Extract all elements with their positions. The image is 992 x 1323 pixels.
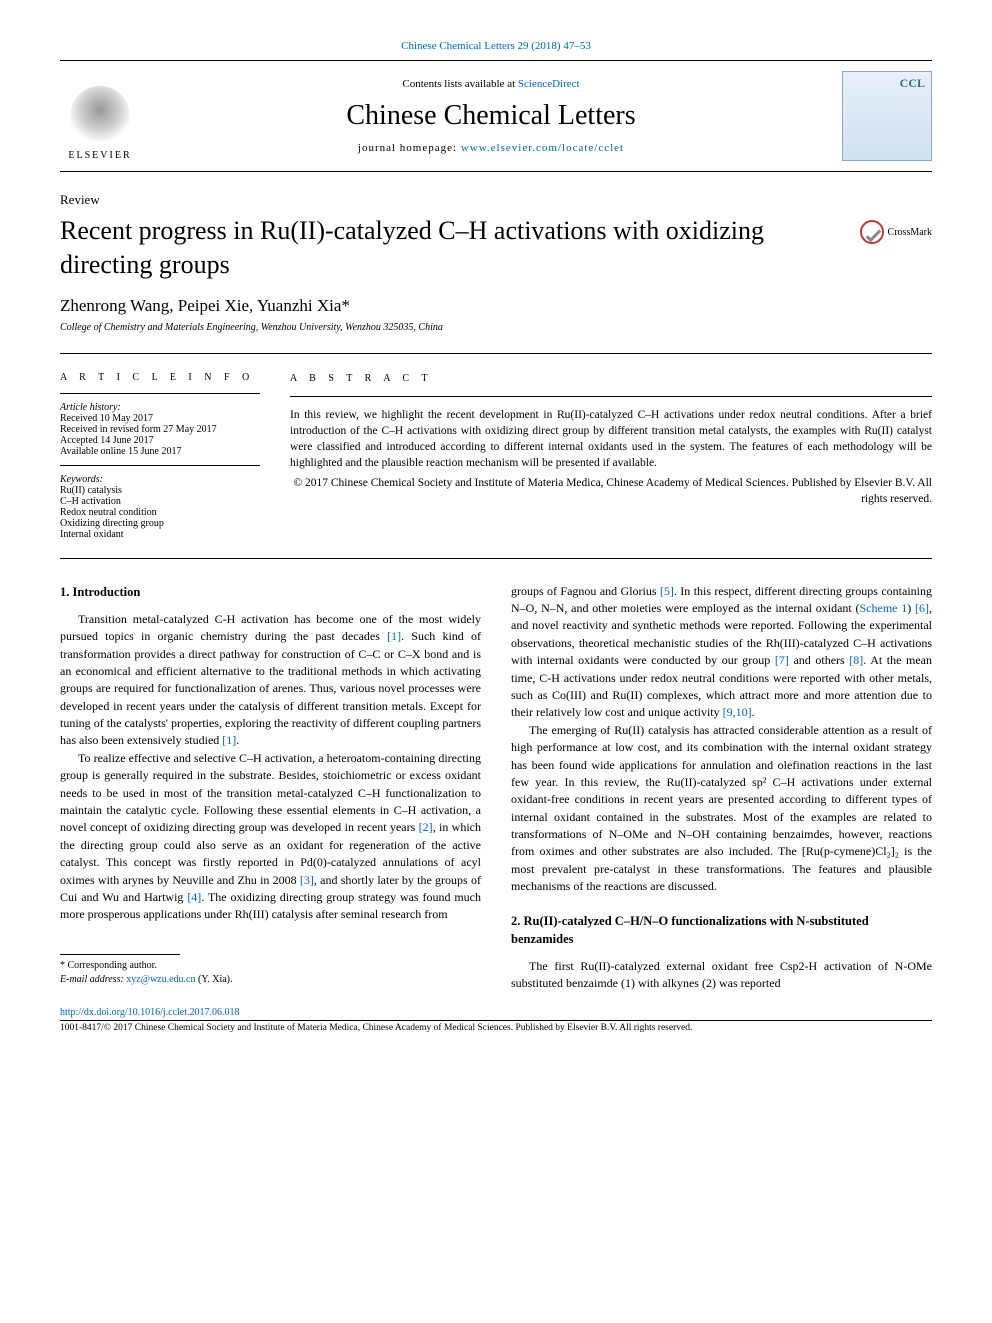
corresponding-author: * Corresponding author. E-mail address: … xyxy=(60,959,481,988)
article-info-heading: A R T I C L E I N F O xyxy=(60,372,260,383)
history-item: Available online 15 June 2017 xyxy=(60,446,260,457)
corresponding-label: * Corresponding author. xyxy=(60,959,481,974)
right-column: groups of Fagnou and Glorius [5]. In thi… xyxy=(511,583,932,993)
ref-link[interactable]: [2] xyxy=(419,820,433,834)
section-2-heading: 2. Ru(II)-catalyzed C–H/N–O functionaliz… xyxy=(511,912,932,948)
paragraph: The emerging of Ru(II) catalysis has att… xyxy=(511,722,932,896)
crossmark-badge[interactable]: CrossMark xyxy=(860,220,932,244)
top-citation-link[interactable]: Chinese Chemical Letters 29 (2018) 47–53 xyxy=(401,40,591,52)
elsevier-label: ELSEVIER xyxy=(68,150,131,161)
ref-link[interactable]: [7] xyxy=(775,653,789,667)
history-item: Accepted 14 June 2017 xyxy=(60,435,260,446)
bottom-copyright: 1001-8417/© 2017 Chinese Chemical Societ… xyxy=(60,1020,932,1033)
contents-prefix: Contents lists available at xyxy=(402,78,517,90)
email-line: E-mail address: xyz@wzu.edu.cn (Y. Xia). xyxy=(60,973,481,988)
article-title: Recent progress in Ru(II)-catalyzed C–H … xyxy=(60,214,840,282)
ref-link[interactable]: [6] xyxy=(915,601,929,615)
abstract: A B S T R A C T In this review, we highl… xyxy=(290,372,932,540)
history-item: Received 10 May 2017 xyxy=(60,413,260,424)
top-citation: Chinese Chemical Letters 29 (2018) 47–53 xyxy=(60,40,932,52)
doi-line: http://dx.doi.org/10.1016/j.cclet.2017.0… xyxy=(60,1007,932,1018)
divider xyxy=(290,396,932,397)
ref-link[interactable]: [1] xyxy=(222,733,236,747)
keywords-label: Keywords: xyxy=(60,474,260,485)
paragraph: The first Ru(II)-catalyzed external oxid… xyxy=(511,958,932,993)
homepage-link[interactable]: www.elsevier.com/locate/cclet xyxy=(461,142,624,154)
section-1-heading: 1. Introduction xyxy=(60,583,481,601)
paragraph: Transition metal-catalyzed C-H activatio… xyxy=(60,611,481,750)
body-columns: 1. Introduction Transition metal-catalyz… xyxy=(60,583,932,993)
homepage-prefix: journal homepage: xyxy=(358,142,461,154)
history-label: Article history: xyxy=(60,402,260,413)
ref-link[interactable]: [9,10] xyxy=(723,705,752,719)
ref-link[interactable]: [3] xyxy=(300,873,314,887)
divider xyxy=(60,465,260,466)
article-info: A R T I C L E I N F O Article history: R… xyxy=(60,372,260,540)
keyword-item: C–H activation xyxy=(60,496,260,507)
journal-name: Chinese Chemical Letters xyxy=(140,100,842,132)
title-row: Recent progress in Ru(II)-catalyzed C–H … xyxy=(60,214,932,296)
history-item: Received in revised form 27 May 2017 xyxy=(60,424,260,435)
ccl-label: CCL xyxy=(900,76,925,91)
ref-link[interactable]: [4] xyxy=(187,890,201,904)
contents-line: Contents lists available at ScienceDirec… xyxy=(140,78,842,90)
scheme-link[interactable]: Scheme 1 xyxy=(860,601,908,615)
affiliation: College of Chemistry and Materials Engin… xyxy=(60,322,932,333)
homepage-line: journal homepage: www.elsevier.com/locat… xyxy=(140,142,842,154)
keyword-item: Internal oxidant xyxy=(60,529,260,540)
ref-link[interactable]: [8] xyxy=(849,653,863,667)
abstract-text: In this review, we highlight the recent … xyxy=(290,407,932,471)
sciencedirect-link[interactable]: ScienceDirect xyxy=(518,78,580,90)
keyword-item: Redox neutral condition xyxy=(60,507,260,518)
elsevier-tree-icon xyxy=(70,86,130,146)
crossmark-label: CrossMark xyxy=(888,227,932,238)
left-column: 1. Introduction Transition metal-catalyz… xyxy=(60,583,481,993)
divider xyxy=(60,393,260,394)
email-link[interactable]: xyz@wzu.edu.cn xyxy=(126,974,195,985)
header-center: Contents lists available at ScienceDirec… xyxy=(140,78,842,154)
paragraph: To realize effective and selective C–H a… xyxy=(60,750,481,924)
ref-link[interactable]: [5] xyxy=(660,584,674,598)
elsevier-logo: ELSEVIER xyxy=(60,71,140,161)
footnote-divider xyxy=(60,954,180,955)
keyword-item: Oxidizing directing group xyxy=(60,518,260,529)
paragraph: groups of Fagnou and Glorius [5]. In thi… xyxy=(511,583,932,722)
email-suffix: (Y. Xia). xyxy=(195,974,232,985)
ccl-cover-icon: CCL xyxy=(842,71,932,161)
authors: Zhenrong Wang, Peipei Xie, Yuanzhi Xia* xyxy=(60,296,932,316)
abstract-copyright: © 2017 Chinese Chemical Society and Inst… xyxy=(290,475,932,507)
doi-link[interactable]: http://dx.doi.org/10.1016/j.cclet.2017.0… xyxy=(60,1007,240,1018)
crossmark-icon xyxy=(860,220,884,244)
journal-header: ELSEVIER Contents lists available at Sci… xyxy=(60,60,932,172)
keyword-item: Ru(II) catalysis xyxy=(60,485,260,496)
info-abstract-row: A R T I C L E I N F O Article history: R… xyxy=(60,353,932,559)
ref-link[interactable]: [1] xyxy=(387,629,401,643)
abstract-heading: A B S T R A C T xyxy=(290,372,932,386)
email-label: E-mail address: xyxy=(60,974,126,985)
article-type: Review xyxy=(60,192,932,208)
